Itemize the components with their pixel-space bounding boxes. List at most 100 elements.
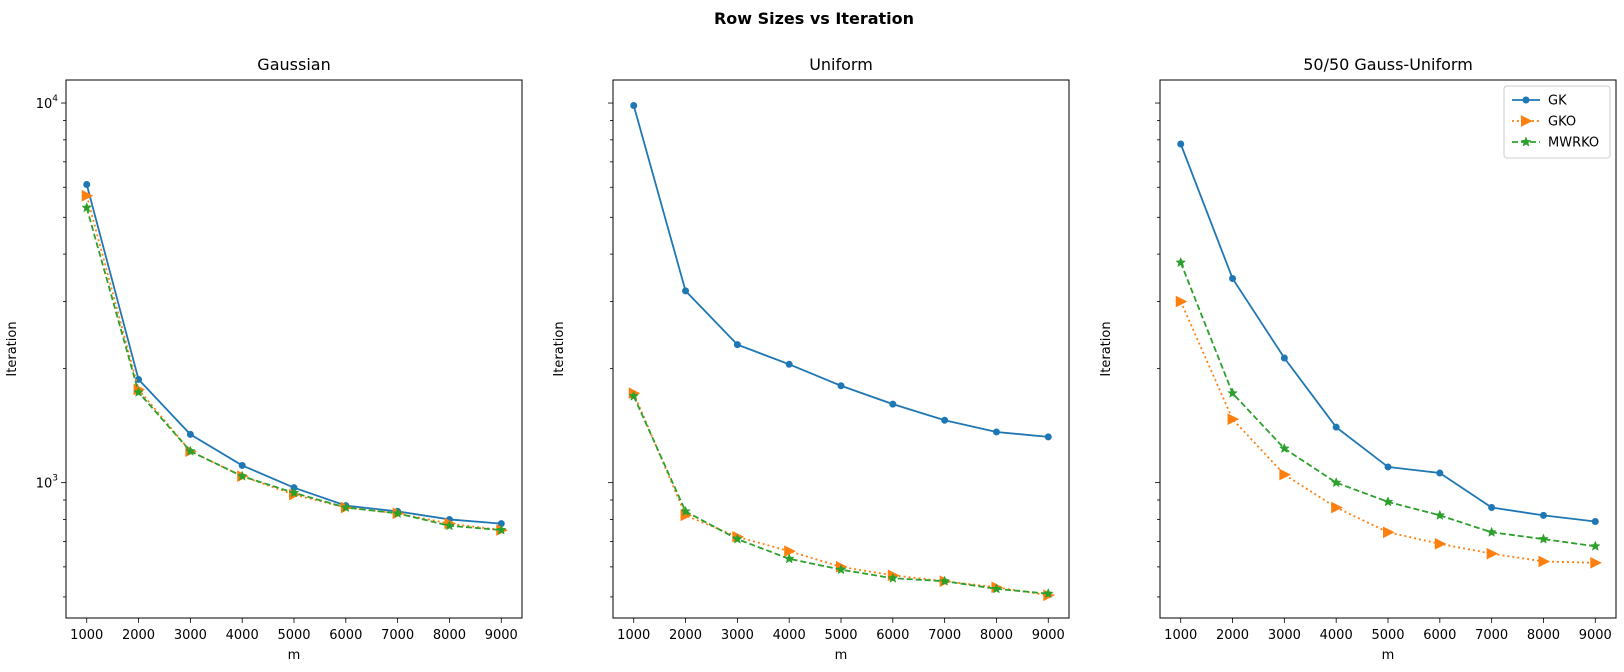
data-point-gko <box>1279 468 1291 481</box>
x-tick-label: 6000 <box>1423 628 1456 643</box>
series-line-gko <box>1179 301 1596 564</box>
data-point-mwrko <box>1486 526 1498 537</box>
data-point-gk <box>83 181 91 189</box>
x-tick-label: 3000 <box>721 628 754 643</box>
series-mwrko <box>1175 256 1601 551</box>
x-tick-label: 9000 <box>1032 628 1065 643</box>
data-point-mwrko <box>444 520 455 531</box>
data-point-gk <box>1177 140 1185 148</box>
data-point-mwrko <box>133 386 144 397</box>
data-point-gko <box>1383 526 1395 539</box>
data-point-gk <box>941 416 949 424</box>
x-axis-label: m <box>835 648 848 663</box>
x-tick-label: 2000 <box>1216 628 1249 643</box>
data-point-gko <box>784 545 796 557</box>
legend-label: GK <box>1548 94 1567 109</box>
data-point-mwrko <box>1330 476 1342 488</box>
data-point-mwrko <box>1278 442 1290 454</box>
x-tick-label: 3000 <box>174 628 207 643</box>
data-point-gk <box>1332 423 1340 431</box>
data-point-gk <box>1280 354 1288 362</box>
data-point-mwrko <box>340 501 352 513</box>
x-tick-label: 1000 <box>1164 628 1197 643</box>
x-tick-label: 4000 <box>773 628 806 643</box>
figure-suptitle: Row Sizes vs Iteration <box>714 9 914 28</box>
chart-panel-1: Gaussian 103 104 1000 2000 3000 4000 5000 6000 70… <box>5 55 523 663</box>
legend-label: MWRKO <box>1548 136 1599 151</box>
series-line-mwrko <box>85 207 502 531</box>
x-tick-label: 1000 <box>617 628 650 643</box>
x-tick-label: 8000 <box>433 628 466 643</box>
x-tick-label: 2000 <box>669 628 702 643</box>
y-tick-label: 104 <box>36 94 59 112</box>
data-point-mwrko <box>495 524 507 535</box>
data-point-mwrko <box>1227 387 1238 398</box>
legend-marker <box>1520 136 1532 147</box>
data-point-mwrko <box>1589 540 1601 551</box>
data-point-mwrko <box>81 202 93 213</box>
legend: GK GKO MWRKO <box>1503 85 1611 159</box>
data-point-gk <box>1044 433 1052 441</box>
data-point-mwrko <box>939 575 951 586</box>
data-point-gk <box>733 341 741 349</box>
data-point-gk <box>1384 463 1392 471</box>
data-point-gko <box>1227 413 1240 425</box>
data-point-gk <box>1229 274 1237 282</box>
data-point-gk <box>889 400 897 408</box>
data-point-gk <box>186 430 194 438</box>
data-point-gk <box>1539 511 1547 519</box>
data-point-mwrko <box>1042 587 1054 599</box>
x-tick-label: 2000 <box>122 628 155 643</box>
data-point-gko <box>1434 538 1447 550</box>
data-point-gk <box>992 428 1000 436</box>
data-point-gk <box>682 287 690 295</box>
data-point-mwrko <box>1175 256 1187 268</box>
x-tick-label: 5000 <box>277 628 310 643</box>
data-point-gko <box>1175 295 1188 308</box>
data-point-gk <box>1488 504 1496 512</box>
series-gko <box>1175 295 1602 569</box>
series-mwrko <box>81 202 507 535</box>
y-axis-label: Iteration <box>552 321 567 376</box>
data-point-gko <box>1486 547 1499 560</box>
chart-title: Uniform <box>809 55 873 74</box>
x-tick-label: 3000 <box>1268 628 1301 643</box>
data-point-mwrko <box>184 445 196 456</box>
data-point-gk <box>1436 469 1444 477</box>
x-tick-label: 5000 <box>1371 628 1404 643</box>
data-point-gk <box>630 102 638 110</box>
series-gk <box>83 181 505 528</box>
series-gk <box>1177 140 1599 526</box>
data-point-mwrko <box>1434 509 1446 520</box>
series-gko <box>81 189 508 536</box>
x-tick-label: 7000 <box>1475 628 1508 643</box>
data-point-gko <box>1590 556 1602 569</box>
x-tick-label: 8000 <box>980 628 1013 643</box>
x-tick-label: 7000 <box>928 628 961 643</box>
plot-frame <box>65 79 523 619</box>
y-axis-label: Iteration <box>5 321 20 376</box>
x-tick-label: 4000 <box>1320 628 1353 643</box>
legend-marker <box>1521 115 1533 127</box>
data-point-mwrko <box>288 487 300 498</box>
data-point-gk <box>238 461 246 469</box>
chart-panel-3: 50/50 Gauss-Uniform 1000 2000 3000 4000 5000 6… <box>1099 55 1617 663</box>
x-tick-label: 8000 <box>1527 628 1560 643</box>
data-point-mwrko <box>887 572 899 583</box>
x-tick-label: 4000 <box>226 628 259 643</box>
legend-marker <box>1522 96 1530 104</box>
series-line-gko <box>85 195 502 531</box>
data-point-gko <box>81 189 94 202</box>
data-point-mwrko <box>835 563 847 575</box>
data-point-gko <box>1538 555 1551 568</box>
data-point-gk <box>785 360 793 368</box>
x-tick-label: 1000 <box>70 628 103 643</box>
legend-box <box>1503 85 1611 159</box>
data-point-mwrko <box>1538 533 1549 544</box>
chart-title: Gaussian <box>257 55 330 74</box>
series-line-gk <box>85 184 502 525</box>
data-point-mwrko <box>680 505 691 516</box>
x-axis-label: m <box>1382 648 1395 663</box>
chart-title: 50/50 Gauss-Uniform <box>1303 55 1473 74</box>
